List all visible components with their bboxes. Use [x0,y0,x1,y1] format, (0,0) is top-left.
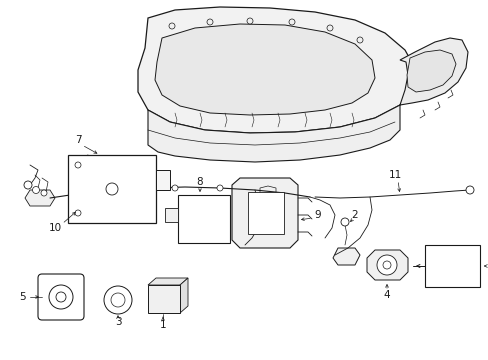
Circle shape [106,183,118,195]
Circle shape [56,292,66,302]
Polygon shape [180,278,187,313]
Circle shape [206,19,213,25]
FancyBboxPatch shape [38,274,84,320]
Circle shape [382,261,390,269]
Text: 10: 10 [48,223,61,233]
Circle shape [75,210,81,216]
Circle shape [376,255,396,275]
Circle shape [465,186,473,194]
Circle shape [49,285,73,309]
Bar [68,155,156,223]
Circle shape [172,185,178,191]
Bar [178,195,229,243]
Circle shape [217,185,223,191]
Text: 3: 3 [115,317,121,327]
Circle shape [32,186,40,194]
Text: 4: 4 [383,290,389,300]
Polygon shape [148,278,187,285]
Circle shape [111,293,125,307]
Circle shape [169,23,175,29]
Polygon shape [148,105,399,162]
Polygon shape [399,38,467,105]
Text: 8: 8 [196,177,203,187]
Text: 1: 1 [160,320,166,330]
Polygon shape [332,248,359,265]
Bar [164,208,178,222]
Circle shape [246,18,252,24]
Polygon shape [231,178,297,248]
Bar [247,192,284,234]
Text: 7: 7 [75,135,81,145]
Polygon shape [406,50,455,92]
Text: 9: 9 [314,210,321,220]
Circle shape [87,189,93,195]
Polygon shape [366,250,407,280]
Text: 2: 2 [351,210,358,220]
Circle shape [127,186,133,192]
Polygon shape [138,7,414,133]
Circle shape [326,25,332,31]
Bar [424,245,479,287]
Circle shape [288,19,294,25]
Text: 11: 11 [387,170,401,180]
Circle shape [104,286,132,314]
Bar [148,285,180,313]
Polygon shape [155,24,374,115]
Circle shape [41,190,47,196]
Bar [156,170,170,190]
Circle shape [75,162,81,168]
Polygon shape [25,190,55,206]
Circle shape [24,181,32,189]
Circle shape [340,218,348,226]
Text: 5: 5 [19,292,25,302]
Circle shape [356,37,362,43]
